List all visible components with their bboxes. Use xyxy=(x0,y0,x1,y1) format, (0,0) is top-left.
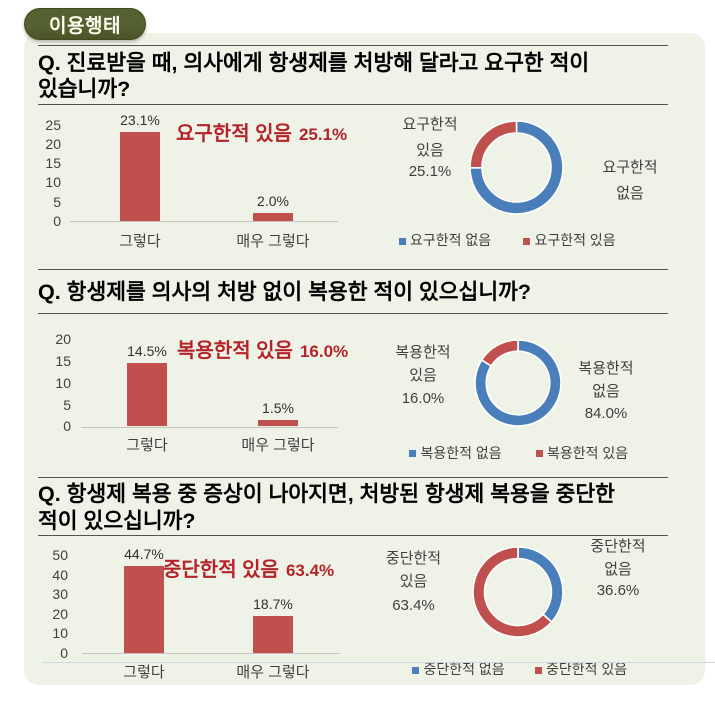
legend-label: 중단한적 있음 xyxy=(546,661,628,678)
badge-label: 이용행태 xyxy=(49,15,121,37)
category-label: 그렇다 xyxy=(123,664,165,681)
donut-left-label-line: 16.0% xyxy=(401,389,445,407)
donut-right-label-line: 복용한적 xyxy=(578,360,634,378)
donut-right-label-line: 중단한적 xyxy=(590,538,646,556)
y-tick-label: 40 xyxy=(52,566,68,583)
separator-above-question xyxy=(38,477,668,479)
bar xyxy=(258,419,298,427)
category-label: 매우 그렇다 xyxy=(236,664,310,681)
y-tick-label: 25 xyxy=(45,116,61,133)
donut-slice-yes xyxy=(480,338,519,367)
x-axis-line xyxy=(82,652,340,654)
bar-value-label: 2.0% xyxy=(257,193,289,210)
y-tick-label: 50 xyxy=(52,547,68,564)
question-text-line: 있습니까? xyxy=(38,77,131,101)
bar xyxy=(253,616,293,653)
y-tick-label: 10 xyxy=(55,374,71,391)
y-tick-label: 0 xyxy=(53,212,61,229)
bar-value-label: 23.1% xyxy=(120,112,160,129)
legend-label: 요구한적 있음 xyxy=(534,232,616,249)
highlight-annotation: 복용한적 있음 16.0% xyxy=(177,334,348,363)
y-tick-label: 5 xyxy=(63,396,71,413)
donut-right-label-line: 36.6% xyxy=(596,581,640,599)
legend-label: 복용한적 없음 xyxy=(420,444,502,461)
donut-left-label-line: 있음 xyxy=(416,142,444,160)
donut-left-label-line: 복용한적 xyxy=(395,343,451,361)
separator-below-question xyxy=(38,312,668,314)
donut-slice-yes xyxy=(468,119,517,169)
legend-label: 요구한적 없음 xyxy=(410,232,492,249)
donut-left-label-line: 요구한적 xyxy=(402,115,458,133)
donut-left-label-line: 63.4% xyxy=(392,596,435,614)
question-text-line: Q. 진료받을 때, 의사에게 항생제를 처방해 달라고 요구한 적이 xyxy=(38,50,590,75)
annotation-label: 중단한적 있음 xyxy=(163,559,279,582)
donut-right-label-line: 84.0% xyxy=(584,404,628,422)
y-tick-label: 10 xyxy=(52,625,68,642)
annotation-value: 63.4% xyxy=(285,561,335,581)
donut-left-label-line: 중단한적 xyxy=(385,549,442,567)
bar xyxy=(120,132,160,221)
category-label: 그렇다 xyxy=(119,232,161,250)
separator-below-question xyxy=(38,104,668,106)
question-text-line: 적이 있으십니까? xyxy=(38,508,196,533)
legend-marker-no xyxy=(412,666,419,674)
annotation-label: 요구한적 있음 xyxy=(176,122,292,145)
separator-above-question xyxy=(38,44,668,46)
legend-label: 복용한적 있음 xyxy=(547,444,629,461)
legend-marker-no xyxy=(398,237,406,245)
y-tick-label: 0 xyxy=(60,644,68,661)
donut-slice-no xyxy=(474,338,562,427)
legend-marker-yes xyxy=(534,666,542,674)
footer-line xyxy=(42,662,715,663)
legend-marker-yes xyxy=(523,237,530,245)
donut-left-label-line: 있음 xyxy=(409,367,437,385)
bar-value-label: 14.5% xyxy=(127,343,167,360)
legend-marker-no xyxy=(409,450,416,457)
y-tick-label: 0 xyxy=(63,418,71,435)
bar-value-label: 1.5% xyxy=(262,399,294,416)
bar-value-label: 18.7% xyxy=(253,596,293,613)
y-tick-label: 5 xyxy=(53,193,61,210)
question-text-line: Q. 항생제 복용 중 증상이 나아지면, 처방된 항생제 복용을 중단한 xyxy=(38,481,615,506)
category-label: 그렇다 xyxy=(126,436,168,454)
annotation-value: 25.1% xyxy=(298,124,348,144)
bar xyxy=(253,213,293,221)
y-tick-label: 20 xyxy=(52,605,68,622)
separator-below-question xyxy=(38,534,668,536)
separator-above-question xyxy=(38,269,668,271)
y-tick-label: 20 xyxy=(45,135,61,152)
donut-right-label-line: 없음 xyxy=(592,383,620,401)
donut-right-label-line: 없음 xyxy=(616,185,644,203)
legend-label: 중단한적 없음 xyxy=(423,661,505,678)
donut-left-label-line: 25.1% xyxy=(408,163,452,181)
x-axis-line xyxy=(70,221,338,223)
highlight-annotation: 요구한적 있음 25.1% xyxy=(176,117,347,146)
category-label: 매우 그렇다 xyxy=(236,232,310,250)
annotation-value: 16.0% xyxy=(299,341,349,361)
y-tick-label: 15 xyxy=(45,155,61,172)
bar-value-label: 44.7% xyxy=(124,545,164,562)
donut-chart xyxy=(468,119,564,215)
highlight-annotation: 중단한적 있음 63.4% xyxy=(163,553,334,582)
donut-right-label-line: 요구한적 xyxy=(602,159,658,177)
category-label: 매우 그렇다 xyxy=(241,436,315,454)
annotation-label: 복용한적 있음 xyxy=(177,339,293,362)
donut-chart xyxy=(474,338,562,427)
y-tick-label: 30 xyxy=(52,586,68,603)
donut-slice-no xyxy=(468,119,564,215)
donut-chart xyxy=(472,545,564,638)
section-badge: 이용행태 xyxy=(24,8,146,40)
legend-marker-yes xyxy=(535,450,543,457)
question-text-line: Q. 항생제를 의사의 처방 없이 복용한 적이 있으십니까? xyxy=(38,279,532,304)
bar xyxy=(124,565,164,653)
bar xyxy=(127,363,167,427)
y-tick-label: 20 xyxy=(55,331,71,348)
donut-slice-yes xyxy=(472,545,553,638)
donut-right-label-line: 없음 xyxy=(604,560,632,578)
y-tick-label: 15 xyxy=(55,353,71,369)
y-tick-label: 10 xyxy=(45,174,61,191)
x-axis-line xyxy=(81,426,338,428)
donut-left-label-line: 있음 xyxy=(399,573,428,591)
